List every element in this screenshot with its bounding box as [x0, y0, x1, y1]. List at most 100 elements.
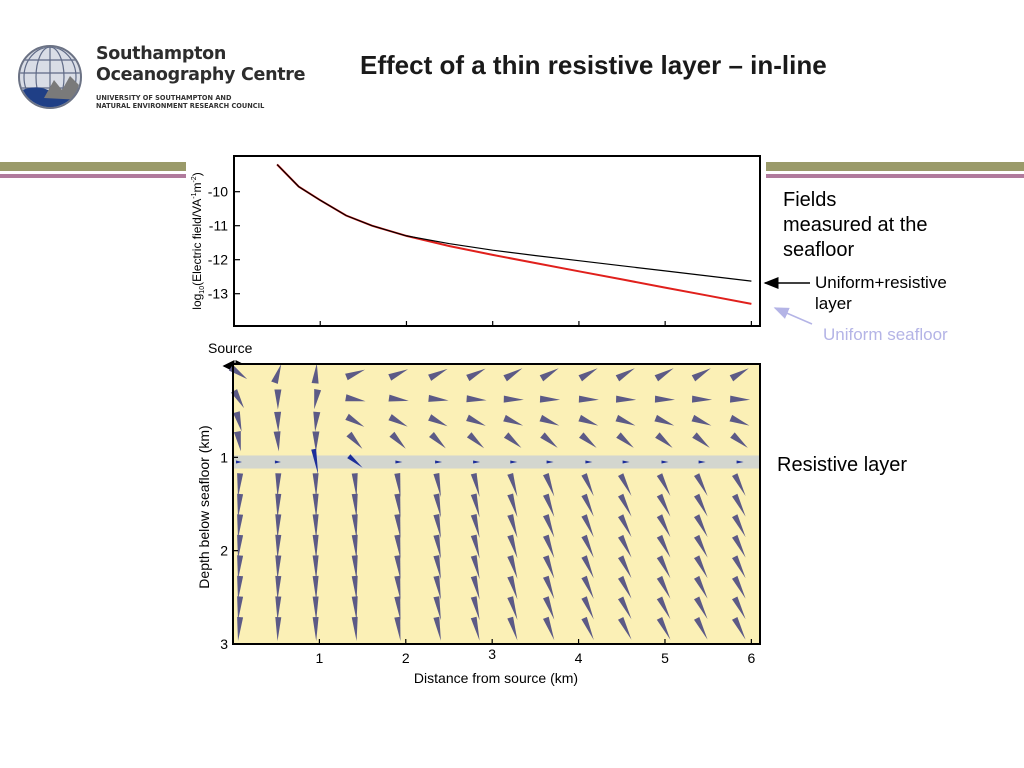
field-arrow: [578, 368, 598, 382]
field-arrow: [466, 395, 487, 403]
vector-plot-y-axis-label: Depth below seafloor (km): [196, 425, 212, 588]
field-arrow: [694, 534, 708, 558]
field-arrow: [433, 514, 441, 539]
field-arrow: [428, 414, 448, 427]
field-arrow: [470, 575, 480, 600]
field-arrow: [732, 596, 746, 620]
field-arrow: [656, 617, 671, 640]
field-arrow: [618, 596, 632, 620]
field-arrow: [466, 414, 486, 426]
field-arrow: [433, 596, 441, 621]
field-arrow: [394, 555, 401, 580]
field-arrow: [732, 473, 746, 496]
field-arrow: [503, 414, 524, 426]
field-arrow-layer: [473, 460, 481, 464]
field-arrow: [507, 616, 518, 641]
field-arrow: [233, 431, 241, 452]
field-arrow: [470, 555, 480, 580]
field-arrow: [312, 596, 319, 621]
legend-uniform-seafloor: Uniform seafloor: [823, 325, 948, 344]
field-arrow: [655, 432, 673, 448]
legend-uniform-resistive-line1: Uniform+resistive: [815, 273, 947, 292]
org-logo: [14, 40, 314, 114]
field-arrow: [275, 575, 282, 600]
field-arrow: [470, 493, 480, 518]
field-arrow: [313, 411, 321, 432]
field-arrow: [388, 369, 408, 381]
field-arrow: [394, 534, 401, 559]
field-arrow: [351, 514, 358, 539]
field-arrow: [275, 617, 282, 642]
field-arrow: [433, 555, 441, 580]
field-arrow: [581, 575, 594, 599]
field-arrow: [694, 473, 708, 496]
field-arrow: [543, 575, 555, 600]
line-plot-y-tick-label: -11: [209, 218, 228, 234]
section-background: [233, 364, 760, 644]
field-arrow: [543, 555, 555, 579]
line-plot-y-tick-label: -12: [208, 252, 228, 268]
field-arrow: [312, 473, 319, 498]
legend-pointer-lavender: [773, 307, 813, 325]
field-arrow: [433, 534, 441, 559]
org-subtitle-line2: NATURAL ENVIRONMENT RESEARCH COUNCIL: [96, 102, 265, 110]
field-arrow-layer: [236, 460, 242, 464]
vector-plot-y-tick-label: 1: [220, 449, 228, 465]
field-arrow: [694, 575, 708, 599]
field-arrow: [345, 369, 365, 381]
globe-logo-icon: [18, 45, 82, 109]
field-arrow: [581, 616, 594, 640]
field-arrow: [691, 368, 711, 382]
field-arrow: [274, 411, 282, 432]
field-arrow: [351, 555, 358, 580]
vector-plot-y-tick-label: 2: [220, 543, 228, 559]
field-arrow: [581, 596, 594, 620]
field-arrow: [581, 534, 594, 558]
org-subtitle: UNIVERSITY OF SOUTHAMPTON AND NATURAL EN…: [96, 94, 264, 110]
field-arrow-layer: [661, 460, 669, 464]
field-arrow: [314, 389, 322, 410]
org-name-line1: Southampton: [96, 44, 227, 64]
field-arrow: [539, 368, 559, 382]
field-arrow: [351, 534, 358, 559]
field-arrow: [237, 616, 244, 641]
field-arrow: [656, 493, 671, 517]
field-arrow: [578, 395, 599, 403]
field-arrow: [470, 473, 480, 497]
field-arrow: [732, 575, 746, 599]
field-arrow: [616, 432, 634, 448]
field-arrow: [394, 596, 401, 621]
field-arrow: [729, 368, 749, 382]
field-arrow: [691, 414, 712, 426]
field-arrow: [616, 395, 637, 403]
field-arrow: [540, 432, 558, 448]
field-arrow-layer: [510, 460, 518, 464]
field-arrow: [312, 555, 319, 580]
field-arrow: [654, 414, 675, 426]
field-arrow: [237, 534, 244, 559]
field-arrow: [237, 473, 244, 498]
field-arrow: [503, 368, 523, 382]
field-arrow: [732, 617, 746, 640]
field-arrow: [311, 363, 319, 384]
field-arrow-layer: [622, 460, 630, 464]
field-arrow: [730, 395, 751, 403]
field-arrow: [507, 534, 518, 559]
field-arrow: [351, 493, 358, 518]
field-arrow-layer: [395, 460, 403, 464]
field-arrow-layer: [274, 460, 281, 464]
field-arrow: [351, 616, 358, 641]
field-arrow: [732, 514, 746, 538]
field-arrow: [656, 534, 671, 558]
field-arrow: [543, 473, 555, 497]
field-arrow: [394, 575, 401, 600]
field-arrow: [312, 431, 320, 452]
field-arrow: [275, 555, 282, 580]
field-arrow: [351, 575, 358, 600]
field-arrow: [275, 514, 282, 539]
source-label: Source: [208, 340, 253, 356]
field-arrow: [578, 414, 599, 426]
field-arrow: [507, 493, 518, 518]
field-arrow: [730, 432, 748, 448]
legend-uniform-resistive: Uniform+resistive layer: [815, 272, 947, 314]
